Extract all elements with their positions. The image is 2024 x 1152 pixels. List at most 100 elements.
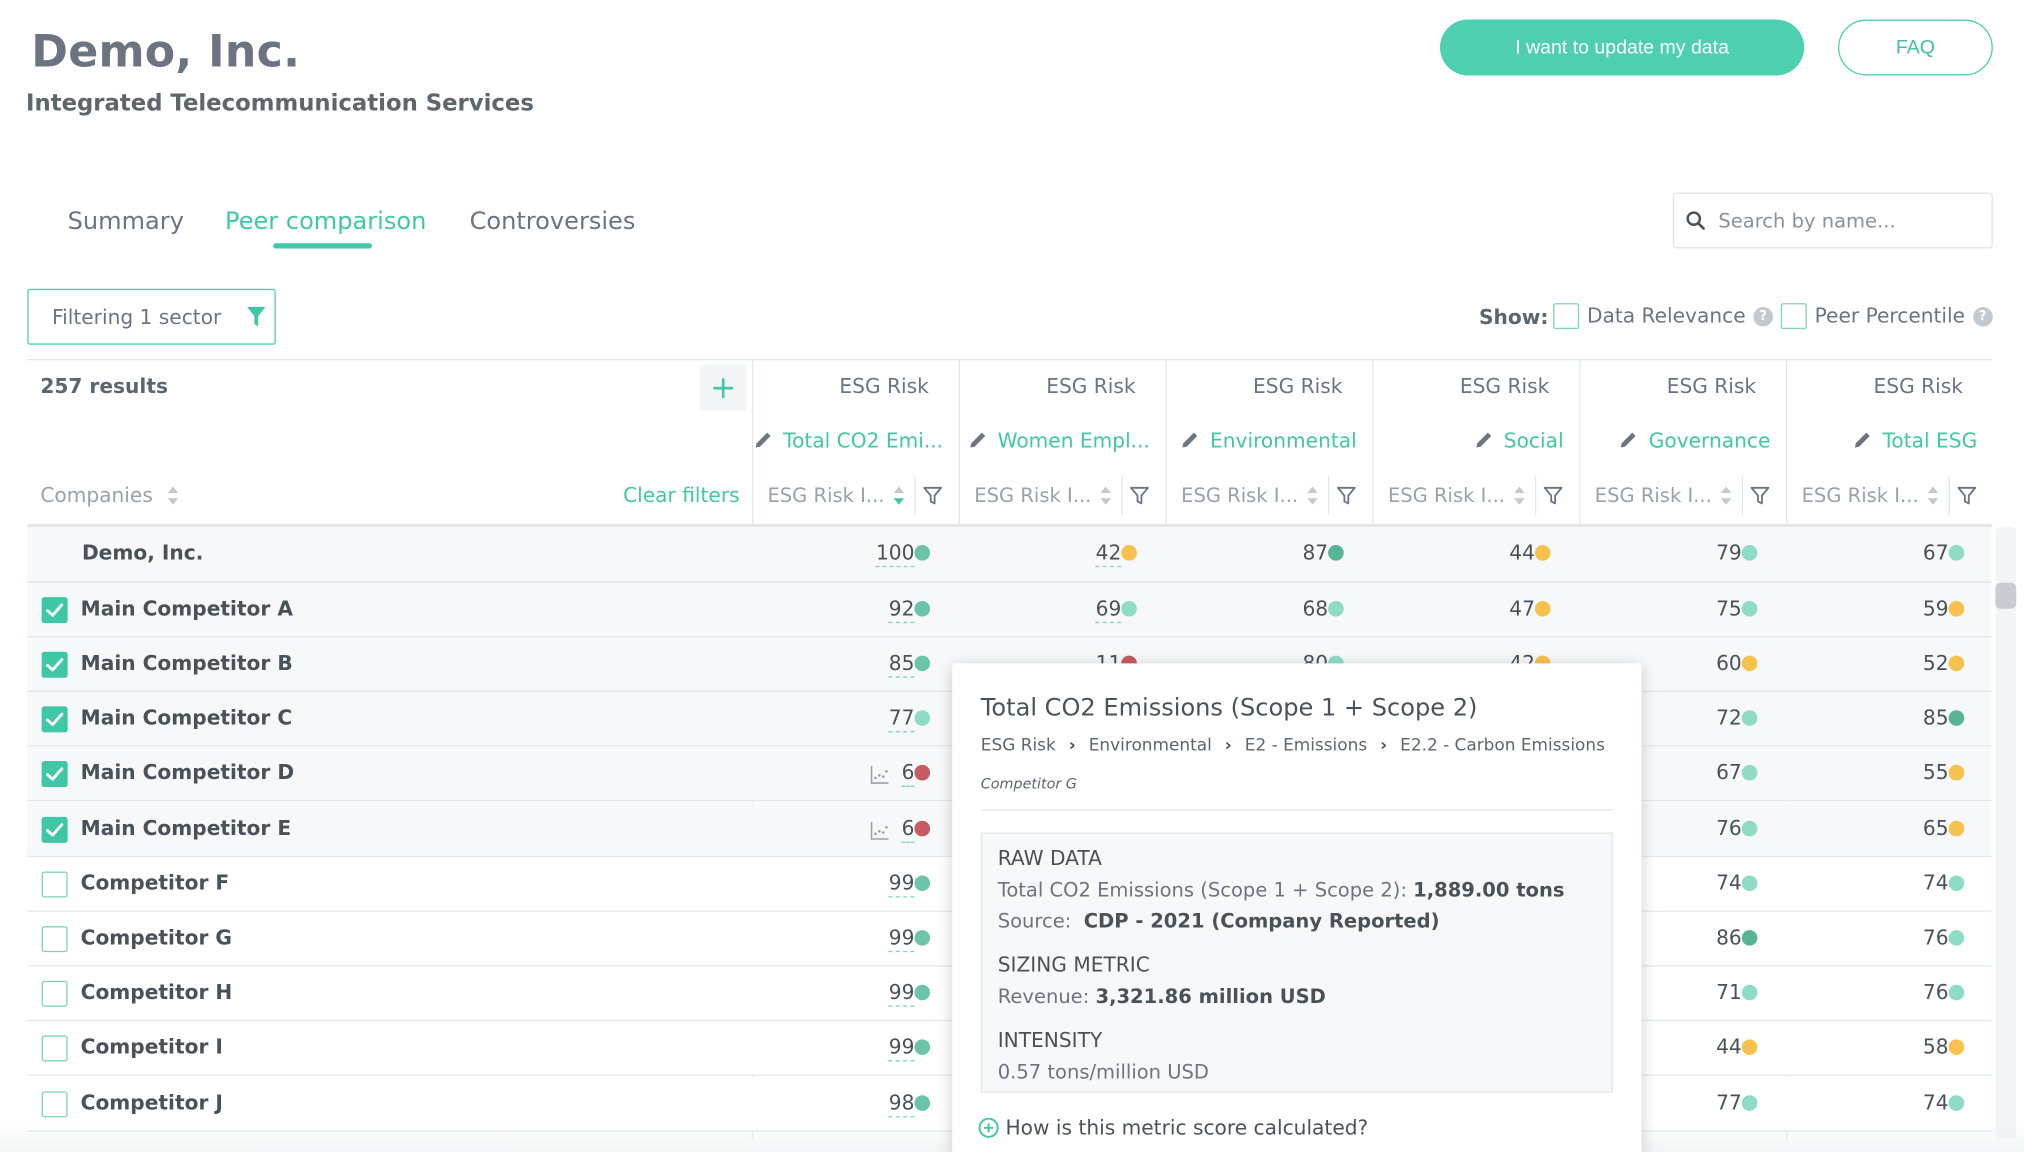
row-checkbox[interactable]: [41, 760, 68, 787]
table-row[interactable]: [27, 582, 1992, 638]
table-row[interactable]: [27, 526, 1992, 583]
column-metric-header[interactable]: Total ESG: [1786, 429, 1977, 453]
score-value[interactable]: 99: [888, 981, 915, 1007]
score-value[interactable]: 52: [1922, 651, 1949, 676]
column-sort-header[interactable]: ESG Risk I...: [974, 484, 1112, 507]
row-checkbox[interactable]: [41, 706, 68, 733]
column-metric-header[interactable]: Women Empl...: [959, 429, 1150, 453]
funnel-icon[interactable]: [1750, 485, 1771, 506]
score-value[interactable]: 74: [1922, 1091, 1949, 1115]
peer-percentile-toggle[interactable]: Peer Percentile ?: [1780, 303, 1993, 330]
score-value[interactable]: 74: [1922, 871, 1949, 895]
column-metric-header[interactable]: Environmental: [1166, 429, 1357, 453]
row-checkbox[interactable]: [41, 1091, 68, 1118]
score-value[interactable]: 99: [888, 926, 915, 953]
column-metric-header[interactable]: Total CO2 Emi...: [752, 429, 943, 453]
row-checkbox[interactable]: [41, 1035, 68, 1062]
score-value[interactable]: 6: [901, 817, 915, 843]
score-value[interactable]: 98: [888, 1091, 915, 1118]
chart-icon[interactable]: [870, 821, 890, 846]
data-relevance-checkbox[interactable]: [1553, 303, 1580, 330]
sector-filter-button[interactable]: Filtering 1 sector: [27, 288, 276, 345]
score-value[interactable]: 47: [1509, 597, 1535, 621]
score-value[interactable]: 74: [1716, 871, 1742, 895]
score-value[interactable]: 42: [1095, 541, 1122, 568]
sort-icon[interactable]: [1513, 485, 1526, 506]
score-value[interactable]: 99: [888, 1035, 915, 1062]
score-value[interactable]: 76: [1922, 980, 1949, 1005]
score-value[interactable]: 59: [1922, 597, 1949, 621]
score-value[interactable]: 86: [1716, 926, 1742, 950]
chart-icon[interactable]: [870, 821, 890, 841]
faq-button[interactable]: FAQ: [1838, 19, 1993, 76]
column-metric-header[interactable]: Social: [1372, 429, 1564, 453]
score-value[interactable]: 79: [1716, 541, 1742, 565]
score-value[interactable]: 72: [1716, 706, 1742, 730]
sort-icon[interactable]: [892, 485, 905, 506]
tab-controversies[interactable]: Controversies: [469, 208, 636, 236]
pencil-icon[interactable]: [1181, 431, 1199, 449]
row-checkbox[interactable]: [41, 651, 68, 678]
funnel-icon[interactable]: [922, 485, 943, 506]
help-icon[interactable]: ?: [1753, 306, 1773, 326]
score-value[interactable]: 44: [1509, 541, 1535, 565]
column-sort-header[interactable]: ESG Risk I...: [1802, 484, 1940, 507]
score-value[interactable]: 92: [888, 597, 915, 624]
company-name-cell[interactable]: Competitor H: [80, 980, 233, 1005]
update-data-button[interactable]: I want to update my data: [1439, 19, 1805, 76]
scrollbar-thumb[interactable]: [1995, 582, 2017, 609]
row-checkbox[interactable]: [41, 597, 68, 624]
score-value[interactable]: 58: [1922, 1035, 1949, 1059]
funnel-icon[interactable]: [1543, 485, 1564, 506]
score-value[interactable]: 68: [1302, 597, 1329, 621]
row-checkbox[interactable]: [41, 926, 68, 953]
column-filter-icon[interactable]: [1956, 485, 1977, 511]
pencil-icon[interactable]: [1620, 431, 1638, 449]
metric-help-link[interactable]: How is this metric score calculated?: [978, 1116, 1368, 1140]
score-value[interactable]: 67: [1922, 541, 1949, 565]
score-value[interactable]: 44: [1716, 1035, 1742, 1059]
sort-icon[interactable]: [1306, 485, 1319, 506]
column-sort-header[interactable]: ESG Risk I...: [1388, 484, 1526, 507]
funnel-icon[interactable]: [1956, 485, 1977, 506]
score-value[interactable]: 65: [1922, 816, 1949, 841]
company-name-cell[interactable]: Main Competitor C: [80, 706, 293, 730]
data-relevance-toggle[interactable]: Data Relevance ?: [1553, 303, 1773, 330]
company-name-cell[interactable]: Competitor I: [80, 1035, 223, 1059]
column-sort-header[interactable]: ESG Risk I...: [1595, 484, 1733, 507]
column-sort-header[interactable]: ESG Risk I...: [767, 484, 905, 507]
company-name-cell[interactable]: Main Competitor D: [80, 760, 295, 785]
column-filter-icon[interactable]: [1750, 485, 1771, 511]
score-value[interactable]: 99: [888, 872, 915, 898]
column-filter-icon[interactable]: [1543, 485, 1564, 511]
company-name-cell[interactable]: Main Competitor A: [80, 597, 293, 621]
add-column-button[interactable]: +: [699, 364, 747, 412]
sort-icon[interactable]: [167, 485, 180, 506]
score-value[interactable]: 67: [1716, 760, 1742, 785]
peer-percentile-checkbox[interactable]: [1780, 303, 1807, 330]
score-value[interactable]: 85: [888, 652, 915, 678]
pencil-icon[interactable]: [755, 431, 773, 449]
score-value[interactable]: 87: [1302, 541, 1329, 565]
score-value[interactable]: 77: [1716, 1091, 1742, 1115]
company-name-cell[interactable]: Competitor G: [80, 926, 232, 950]
funnel-icon[interactable]: [1129, 485, 1150, 506]
score-value[interactable]: 75: [1716, 597, 1742, 621]
row-checkbox[interactable]: [41, 871, 68, 898]
pencil-icon[interactable]: [969, 431, 987, 449]
sort-icon[interactable]: [1099, 485, 1112, 506]
score-value[interactable]: 60: [1716, 651, 1742, 676]
chart-icon[interactable]: [870, 765, 890, 785]
score-value[interactable]: 77: [888, 706, 915, 733]
sort-icon[interactable]: [1720, 485, 1733, 506]
column-sort-header[interactable]: ESG Risk I...: [1181, 484, 1319, 507]
pencil-icon[interactable]: [1475, 431, 1493, 449]
score-value[interactable]: 100: [875, 541, 915, 568]
score-value[interactable]: 76: [1716, 816, 1742, 841]
column-filter-icon[interactable]: [1336, 485, 1357, 511]
score-value[interactable]: 76: [1922, 926, 1949, 950]
row-checkbox[interactable]: [41, 816, 68, 843]
tab-summary[interactable]: Summary: [67, 208, 184, 236]
score-value[interactable]: 71: [1716, 980, 1742, 1005]
score-value[interactable]: 55: [1922, 760, 1949, 785]
